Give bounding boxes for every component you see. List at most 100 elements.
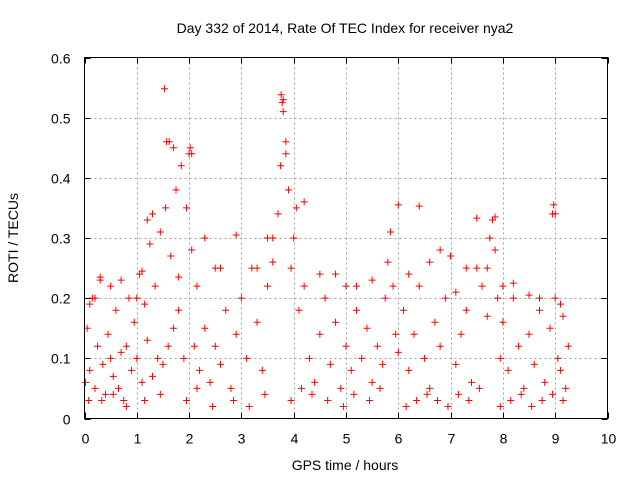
data-point [209, 402, 217, 410]
data-point [541, 378, 549, 386]
data-point [499, 282, 507, 290]
plot-frame [84, 57, 608, 419]
data-point [504, 366, 512, 374]
data-point [148, 210, 156, 218]
data-point [117, 276, 125, 284]
data-point [146, 240, 154, 248]
data-point [284, 186, 292, 194]
data-point [321, 294, 329, 302]
data-point [379, 360, 387, 368]
data-point [457, 330, 465, 338]
data-point [230, 396, 238, 404]
y-axis-label: ROTI / TECUs [5, 193, 21, 283]
data-point [91, 294, 99, 302]
data-point [337, 384, 345, 392]
x-tick-label: 5 [343, 431, 351, 447]
data-point [426, 384, 434, 392]
data-point [91, 384, 99, 392]
data-point [101, 390, 109, 398]
data-point [237, 294, 245, 302]
data-point [290, 234, 298, 242]
y-tick-label: 0.3 [51, 231, 71, 247]
data-point [86, 366, 94, 374]
data-point [169, 324, 177, 332]
data-point [332, 318, 340, 326]
data-point [420, 354, 428, 362]
x-tick-label: 3 [238, 431, 246, 447]
x-tick-label: 10 [601, 431, 617, 447]
data-point [167, 252, 175, 260]
data-point [436, 246, 444, 254]
data-point [85, 396, 93, 404]
data-point [156, 228, 164, 236]
data-point [358, 354, 366, 362]
data-point [148, 372, 156, 380]
data-point [269, 258, 277, 266]
data-point [352, 282, 360, 290]
data-point [413, 396, 421, 404]
data-point [122, 402, 130, 410]
data-point [400, 306, 408, 314]
data-point [509, 294, 517, 302]
y-tick-label: 0.1 [51, 351, 71, 367]
chart-title: Day 332 of 2014, Rate Of TEC Index for r… [177, 20, 514, 36]
data-point [486, 234, 494, 242]
data-point [384, 258, 392, 266]
data-point [509, 279, 517, 287]
data-point [104, 330, 112, 338]
data-point [216, 264, 224, 272]
data-point [141, 300, 149, 308]
data-point [138, 378, 146, 386]
data-point [279, 96, 287, 104]
data-point [517, 390, 525, 398]
data-point [441, 294, 449, 302]
data-point [444, 402, 452, 410]
data-point [468, 378, 476, 386]
data-point [243, 354, 251, 362]
data-point [405, 270, 413, 278]
data-point [311, 378, 319, 386]
data-point [473, 264, 481, 272]
data-point [295, 306, 303, 314]
data-point [525, 330, 533, 338]
data-point [556, 300, 564, 308]
data-point [94, 342, 102, 350]
data-point [530, 360, 538, 368]
data-point [392, 330, 400, 338]
data-point [188, 246, 196, 254]
data-point [363, 324, 371, 332]
data-point [82, 378, 90, 386]
data-point [172, 186, 180, 194]
data-point [368, 378, 376, 386]
data-point [282, 138, 290, 146]
data-point [193, 384, 201, 392]
data-point [496, 402, 504, 410]
x-tick-label: 9 [552, 431, 560, 447]
data-point [143, 216, 151, 224]
y-tick-label: 0.5 [51, 111, 71, 127]
data-point [549, 390, 557, 398]
data-point [169, 144, 177, 152]
data-point [550, 201, 558, 209]
data-point [326, 360, 334, 368]
data-point [107, 282, 115, 290]
data-point [175, 306, 183, 314]
data-point [491, 246, 499, 254]
data-point [423, 390, 431, 398]
y-tick-label: 0.6 [51, 51, 71, 67]
data-point [342, 342, 350, 350]
data-point [107, 354, 115, 362]
data-point [415, 282, 423, 290]
x-axis-label: GPS time / hours [292, 457, 399, 473]
data-point [300, 282, 308, 290]
data-point [128, 366, 136, 374]
data-point [381, 294, 389, 302]
data-point [298, 384, 306, 392]
data-point [324, 396, 332, 404]
data-point [478, 282, 486, 290]
data-point [156, 390, 164, 398]
data-point [475, 384, 483, 392]
data-point [143, 336, 151, 344]
data-point [507, 396, 515, 404]
